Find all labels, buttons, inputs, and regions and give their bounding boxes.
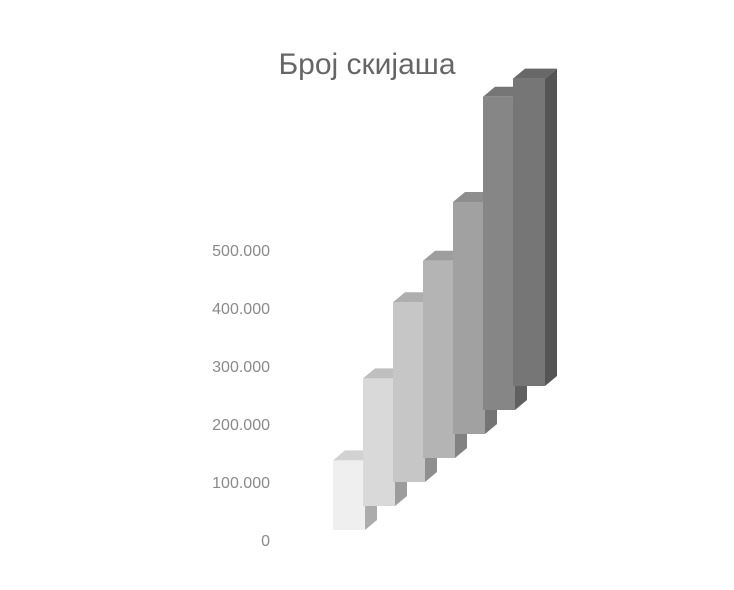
bar-front-face (393, 302, 425, 482)
y-tick-label: 0 (261, 533, 270, 550)
y-tick-label: 100.000 (212, 475, 270, 492)
bar-top-face (513, 68, 557, 79)
bars (333, 68, 557, 530)
bar-front-face (423, 260, 455, 458)
y-axis-labels: 0 100.000 200.000 300.000 400.000 500.000 (212, 243, 270, 550)
bar-front-face (513, 78, 545, 386)
y-tick-label: 400.000 (212, 301, 270, 318)
bar-front-face (483, 96, 515, 411)
y-tick-label: 300.000 (212, 359, 270, 376)
bar-side-face (545, 68, 557, 386)
y-tick-label: 200.000 (212, 417, 270, 434)
y-tick-label: 500.000 (212, 243, 270, 260)
bar (513, 68, 557, 386)
bar-front-face (333, 460, 365, 530)
bar-front-face (453, 202, 485, 434)
bar-front-face (363, 378, 395, 506)
chart-title: Број скијаша (278, 48, 456, 81)
